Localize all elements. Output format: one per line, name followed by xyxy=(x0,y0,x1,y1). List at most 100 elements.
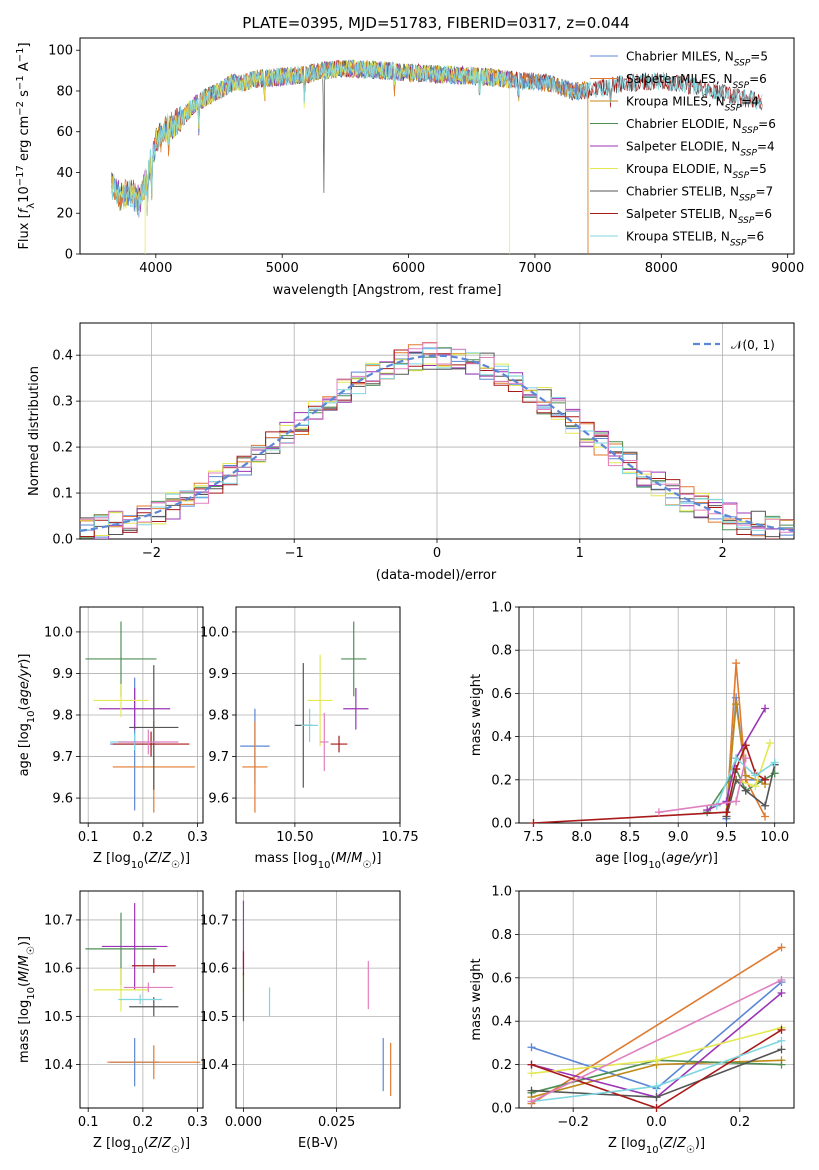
weight-vs-Z-point-marker xyxy=(527,1060,536,1069)
weight-vs-Z-point-marker xyxy=(652,1082,661,1091)
spectrum-xtick-label: 9000 xyxy=(771,261,804,276)
age-vs-Z-ytick-label: 9.7 xyxy=(52,750,73,765)
weight-vs-age-axes: 7.5 8.0 8.5 9.0 9.5 10.0 0.0 0.2 0.4 0.6 0.8 1.0 age… xyxy=(469,601,795,871)
weight-vs-age-xtick-label: 9.5 xyxy=(716,830,737,845)
age-vs-Z-frame xyxy=(79,606,204,824)
age-vs-Z-ytick-label: 9.9 xyxy=(52,667,73,682)
mass-vs-EBV-xlabel: E(B-V) xyxy=(298,1136,338,1151)
age-vs-Z-xtick-label: 0.3 xyxy=(187,830,208,845)
weight-vs-Z-ytick-label: 1.0 xyxy=(491,885,512,900)
weight-vs-age-point-marker xyxy=(761,775,770,784)
residuals-xtick-label: −2 xyxy=(142,546,161,561)
mass-vs-Z-ytick-label: 10.5 xyxy=(44,1010,73,1025)
mass-vs-EBV-ytick-label: 10.5 xyxy=(200,1010,229,1025)
age-vs-mass-ytick-label: 9.8 xyxy=(208,709,229,724)
weight-vs-Z-point-marker xyxy=(527,1097,536,1106)
mass-vs-Z-ytick-label: 10.4 xyxy=(44,1058,73,1073)
legend-entry-label: Kroupa ELODIE, NSSP=5 xyxy=(626,162,767,181)
mass-vs-Z-ylabel: mass [log10(M/M☉)] xyxy=(17,936,37,1063)
weight-vs-age-ytick-label: 0.0 xyxy=(491,817,512,832)
weight-vs-Z-point-marker xyxy=(777,943,786,952)
weight-vs-age-xtick-label: 8.0 xyxy=(571,830,592,845)
weight-vs-age-ytick-label: 0.6 xyxy=(491,687,512,702)
age-vs-Z-xtick-label: 0.1 xyxy=(78,830,99,845)
weight-vs-age-xtick-label: 8.5 xyxy=(620,830,641,845)
weight-vs-age-frame xyxy=(518,606,795,824)
spectrum-series-line xyxy=(111,59,763,213)
weight-vs-age-point-marker xyxy=(761,704,770,713)
age-vs-mass-ytick-label: 9.6 xyxy=(208,792,229,807)
weight-vs-age-series-line xyxy=(716,756,776,807)
legend-entry-label: Salpeter ELODIE, NSSP=4 xyxy=(626,140,775,159)
weight-vs-age-point-marker xyxy=(741,754,750,763)
weight-vs-age-point-marker xyxy=(751,771,760,780)
weight-vs-Z-xtick-label: 0.0 xyxy=(646,1115,667,1130)
weight-vs-age-point-marker xyxy=(761,801,770,810)
mass-vs-Z-ytick-label: 10.6 xyxy=(44,962,73,977)
weight-vs-Z-point-marker xyxy=(777,1045,786,1054)
age-vs-mass-ytick-label: 9.9 xyxy=(208,667,229,682)
spectrum-ytick-label: 80 xyxy=(56,84,73,99)
age-vs-mass-frame xyxy=(235,606,401,824)
weight-vs-Z-axes: −0.2 0.0 0.2 0.0 0.2 0.4 0.6 0.8 1.0 Z [log10(Z/Z… xyxy=(469,885,795,1156)
residuals-xtick-label: 0 xyxy=(433,546,441,561)
normal-curve xyxy=(79,354,795,532)
weight-vs-Z-series-line xyxy=(531,946,782,1105)
residuals-xtick-label: 1 xyxy=(576,546,584,561)
weight-vs-Z-point-marker xyxy=(777,1025,786,1034)
spectrum-xtick-label: 7000 xyxy=(518,261,551,276)
mass-vs-EBV-ytick-label: 10.7 xyxy=(200,913,229,928)
spectrum-ytick-label: 40 xyxy=(56,166,73,181)
weight-vs-Z-xtick-label: −0.2 xyxy=(557,1115,589,1130)
residuals-ylabel: Normed distribution xyxy=(27,366,42,496)
weight-vs-age-point-marker xyxy=(732,659,741,668)
spectrum-series-line xyxy=(111,59,589,254)
age-vs-mass-xtick-label: 10.75 xyxy=(381,830,418,845)
mass-vs-EBV-xtick-label: 0.025 xyxy=(318,1115,355,1130)
residuals-ytick-label: 0.4 xyxy=(52,349,73,364)
mass-vs-Z-axes: 0.1 0.2 0.3 10.4 10.5 10.6 10.7 Z [log10(Z/Z☉)]… xyxy=(17,890,208,1156)
weight-vs-age-point-marker xyxy=(732,797,741,806)
mass-vs-Z-xtick-label: 0.1 xyxy=(78,1115,99,1130)
weight-vs-age-point-marker xyxy=(765,739,774,748)
age-vs-Z-axes: 0.1 0.2 0.3 9.6 9.7 9.8 9.9 10.0 Z [log10(Z/Z☉)]… xyxy=(17,606,208,871)
mass-vs-Z-xtick-label: 0.2 xyxy=(133,1115,154,1130)
weight-vs-Z-point-marker xyxy=(777,975,786,984)
spectrum-xtick-label: 8000 xyxy=(645,261,678,276)
weight-vs-Z-point-marker xyxy=(777,1036,786,1045)
spectrum-ytick-label: 100 xyxy=(48,44,73,59)
legend-entry-label: Salpeter MILES, NSSP=6 xyxy=(626,72,767,91)
mass-vs-Z-xlabel: Z [log10(Z/Z☉)] xyxy=(93,1136,190,1156)
legend-entry-label: Kroupa STELIB, NSSP=6 xyxy=(626,230,764,249)
age-vs-mass-xtick-label: 10.50 xyxy=(276,830,313,845)
weight-vs-age-point-marker xyxy=(732,754,741,763)
age-vs-Z-ylabel: age [log10(age/yr)] xyxy=(17,654,37,777)
residuals-xlabel: (data-model)/error xyxy=(376,568,497,583)
weight-vs-age-xtick-label: 7.5 xyxy=(523,830,544,845)
age-vs-Z-xlabel: Z [log10(Z/Z☉)] xyxy=(93,851,190,871)
weight-vs-Z-point-marker xyxy=(652,1056,661,1065)
weight-vs-Z-point-marker xyxy=(777,1060,786,1069)
spectrum-series-line xyxy=(111,60,511,213)
weight-vs-Z-point-marker xyxy=(527,1043,536,1052)
weight-vs-Z-point-marker xyxy=(652,1104,661,1112)
residuals-ytick-label: 0.1 xyxy=(52,487,73,502)
mass-vs-EBV-frame xyxy=(235,890,401,1109)
weight-vs-Z-point-marker xyxy=(652,1093,661,1102)
spectrum-ytick-label: 60 xyxy=(56,125,73,140)
spectrum-xtick-label: 5000 xyxy=(266,261,299,276)
spectrum-xtick-label: 6000 xyxy=(392,261,425,276)
weight-vs-age-xtick-label: 9.0 xyxy=(668,830,689,845)
legend-entry-label: Kroupa MILES, NSSP=4 xyxy=(626,95,759,114)
weight-vs-age-ytick-label: 1.0 xyxy=(491,601,512,616)
mass-vs-EBV-ytick-label: 10.4 xyxy=(200,1058,229,1073)
residuals-xtick-label: 2 xyxy=(718,546,726,561)
weight-vs-Z-point-marker xyxy=(527,1086,536,1095)
residuals-xtick-label: −1 xyxy=(285,546,304,561)
spectrum-xtick-label: 4000 xyxy=(139,261,172,276)
weight-vs-age-ytick-label: 0.4 xyxy=(491,730,512,745)
weight-vs-Z-ytick-label: 0.8 xyxy=(491,928,512,943)
weight-vs-age-point-marker xyxy=(712,801,721,810)
weight-vs-age-point-marker xyxy=(732,700,741,709)
